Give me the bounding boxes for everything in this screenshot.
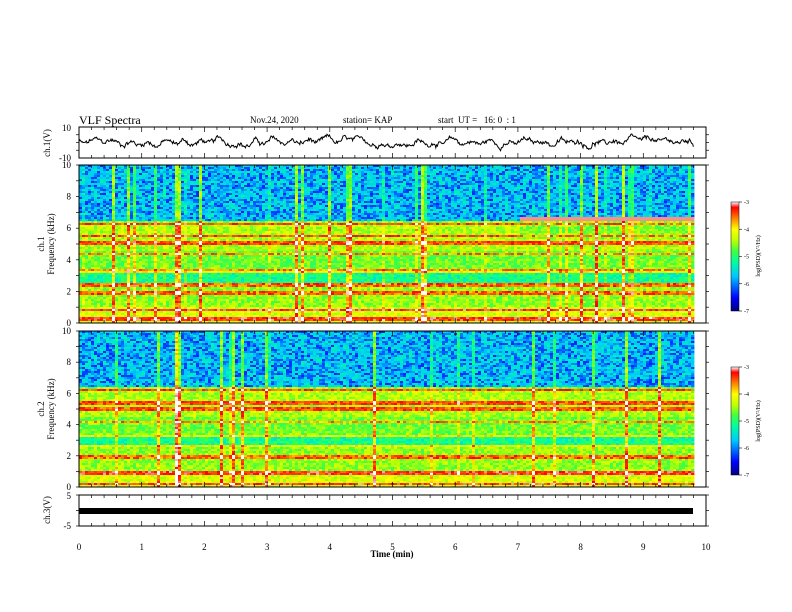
time-tick-label: 1 [139,542,144,552]
ch3-trace [79,508,693,514]
ch3-ytick-bottom: -5 [64,521,72,531]
ch1-colorbar-label: log(PSD)(V²/Hz) [755,235,762,276]
ch3-ytick-top: 5 [67,491,72,501]
time-tick-label: 6 [453,542,458,552]
ch1-ytick-label: 4 [67,255,72,265]
ch2-colorbar: log(PSD)(V²/Hz) -3 -4 -5 -6 -7 [731,365,762,479]
ch2-colorbar-label: log(PSD)(V²/Hz) [755,400,762,441]
time-tick-label: 10 [702,542,712,552]
ch1-spectrogram-ylabel-channel: ch.1 [36,236,46,251]
ch1-trace [79,134,693,151]
time-tick-label: 3 [265,542,270,552]
time-tick-label: 8 [578,542,583,552]
ch2-spectrogram-ylabel-channel: ch.2 [36,401,46,416]
ch1-waveform-panel: 10 -10 ch.1(V) [42,123,709,163]
ch2-colorbar-tick: -7 [744,473,749,479]
ch1-colorbar-tick: -7 [744,309,749,315]
ch2-ytick-label: 8 [67,357,72,367]
ch1-ytick-label: 8 [67,192,72,202]
ch2-colorbar-tick: -6 [744,446,749,452]
ch1-colorbar-tick: -4 [744,227,749,233]
time-tick-label: 9 [641,542,646,552]
ch2-colorbar-tick: -3 [744,365,749,371]
ch2-spectrogram-image [79,331,694,487]
ch1-waveform-ylabel: ch.1(V) [42,129,52,157]
vlf-figure: 10 -10 ch.1(V) 0 2 4 6 8 10 ch.1 Frequency (k… [0,0,792,612]
ch2-ytick-label: 4 [67,420,72,430]
time-tick-label: 2 [202,542,207,552]
ch1-ytick-top: 10 [62,123,72,133]
ch1-ytick-label: 6 [67,223,72,233]
ch1-colorbar: log(PSD)(V²/Hz) -3 -4 -5 -6 -7 [731,200,762,315]
time-tick-label: 7 [516,542,521,552]
time-axis-label: Time (min) [370,549,413,559]
ch1-spectrogram-image [79,165,694,323]
ch3-waveform-ylabel: ch.3(V) [42,496,52,524]
ch1-colorbar-tick: -6 [744,282,749,288]
ch1-ytick-label: 10 [62,160,72,170]
ch1-ytick-label: 2 [67,286,72,296]
ch2-ytick-label: 6 [67,388,72,398]
ch1-colorbar-tick: -3 [744,200,749,206]
ch1-colorbar-tick: -5 [744,255,749,261]
ch2-ytick-label: 10 [62,326,72,336]
ch1-spectrogram-ylabel: Frequency (kHz) [46,213,56,274]
ch3-waveform-panel: 5 -5 ch.3(V) [42,491,709,531]
time-tick-label: 4 [328,542,333,552]
ch2-colorbar-tick: -5 [744,419,749,425]
ch2-spectrogram-ylabel: Frequency (kHz) [46,378,56,439]
ch2-ytick-label: 2 [67,451,72,461]
ch2-colorbar-tick: -4 [744,392,749,398]
time-tick-label: 0 [77,542,82,552]
ch1-trace-line [79,134,693,151]
